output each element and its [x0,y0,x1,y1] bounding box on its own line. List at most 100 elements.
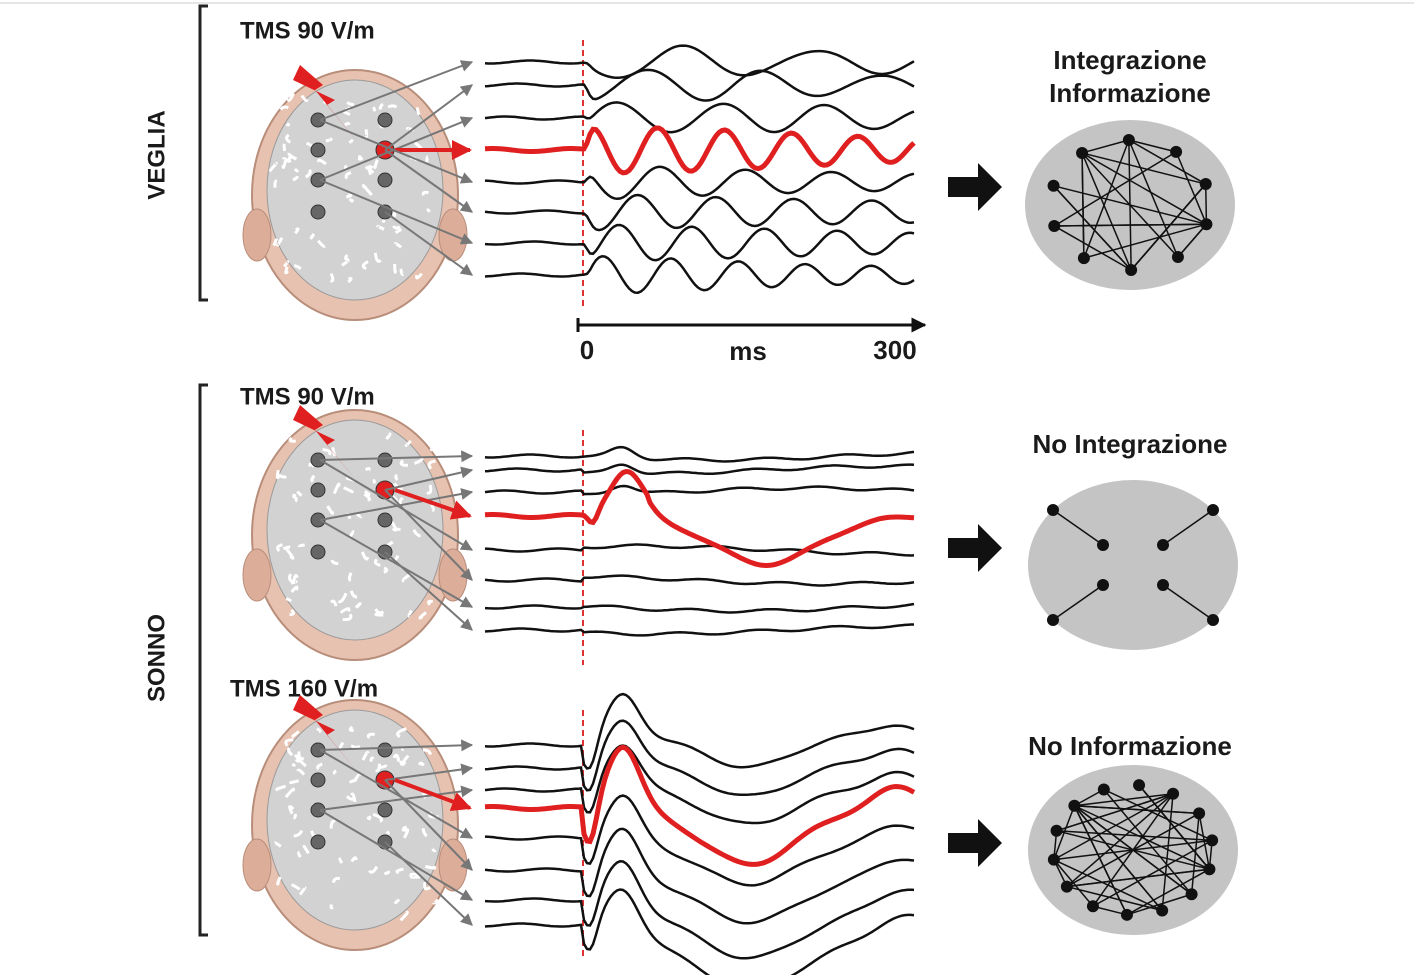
gyrus [427,157,428,162]
figure: VEGLIA SONNO TMS 90 V/m TMS 90 V/m TMS 1… [0,0,1414,975]
network-node [1172,251,1184,263]
state-label: VEGLIA [143,110,170,199]
network-edge [1206,184,1207,224]
gyrus [291,781,299,783]
eeg-trace [485,225,914,260]
network-node [1048,180,1060,192]
gyrus [426,435,432,443]
network-node [1133,779,1145,791]
eeg-trace [485,576,914,586]
bracket [200,385,208,935]
eeg-trace [485,46,914,78]
stimulus-label: TMS 90 V/m [240,383,375,410]
axis-label: ms [729,336,767,366]
big-arrow [948,819,1002,867]
network-node [1048,220,1060,232]
network-node [1206,834,1218,846]
red-trace [485,472,914,566]
network-node [1098,783,1110,795]
gyrus [425,866,434,868]
gyrus [376,613,383,615]
network-node [1087,900,1099,912]
big-arrow [948,524,1002,572]
eeg-trace [485,486,914,494]
network-node [1125,264,1137,276]
gyrus [292,764,294,765]
network-node [1078,252,1090,264]
network-node [1047,614,1059,626]
gyrus [387,831,389,833]
eeg-trace [485,167,914,199]
gyrus [331,904,332,907]
electrode [378,113,392,127]
network-node [1200,218,1212,230]
electrode [378,173,392,187]
big-arrow [948,163,1002,211]
network-node [1200,178,1212,190]
eeg-trace [485,465,914,474]
bracket [200,6,208,300]
axis-label: 0 [580,335,594,365]
network-node [1157,579,1169,591]
eeg-trace [485,70,914,101]
electrode [311,113,325,127]
network-node [1051,825,1063,837]
gyrus [286,267,288,273]
stimulus-label: TMS 90 V/m [240,17,375,44]
gyrus [388,106,396,108]
network-node [1123,134,1135,146]
eeg-trace [485,545,914,556]
gyrus [400,762,404,765]
electrode [311,545,325,559]
gyrus [419,762,423,764]
electrode [311,173,325,187]
red-trace [485,747,914,864]
gyrus [384,872,388,874]
gyrus [283,547,290,549]
network-node [1097,539,1109,551]
eeg-trace [485,694,914,768]
outcome-label: No Informazione [1028,731,1232,761]
network-node [1061,881,1073,893]
gyrus [298,545,304,546]
network-node [1207,614,1219,626]
outcome-label: No Integrazione [1032,429,1227,459]
gyrus [326,139,331,141]
network-node [1121,909,1133,921]
network-node [1170,146,1182,158]
gyrus [351,200,354,202]
network-node [1167,788,1179,800]
network-node [1203,863,1215,875]
network-node [1207,504,1219,516]
state-label: SONNO [143,614,170,702]
electrode [311,483,325,497]
gyrus [374,108,375,111]
gyrus [296,497,297,501]
gyrus [395,264,396,272]
outcome-label: Integrazione [1053,45,1206,75]
electrode [378,513,392,527]
electrode [311,773,325,787]
eeg-trace [485,604,914,613]
network [1028,480,1238,650]
brain [267,420,443,640]
gyrus [349,573,351,581]
electrode [378,743,392,757]
network-node [1156,905,1168,917]
network-node [1186,888,1198,900]
electrode [311,835,325,849]
eeg-trace [485,195,914,230]
gyrus [295,169,297,171]
electrode [311,143,325,157]
ear [243,549,271,601]
gyrus [366,468,370,470]
gyrus [414,877,420,879]
eeg-trace [485,102,914,132]
ear [243,209,271,261]
electrode [378,803,392,817]
gyrus [295,229,298,234]
outcome-label: Informazione [1049,78,1211,108]
network-node [1047,504,1059,516]
electrode [311,205,325,219]
gyrus [287,124,289,126]
